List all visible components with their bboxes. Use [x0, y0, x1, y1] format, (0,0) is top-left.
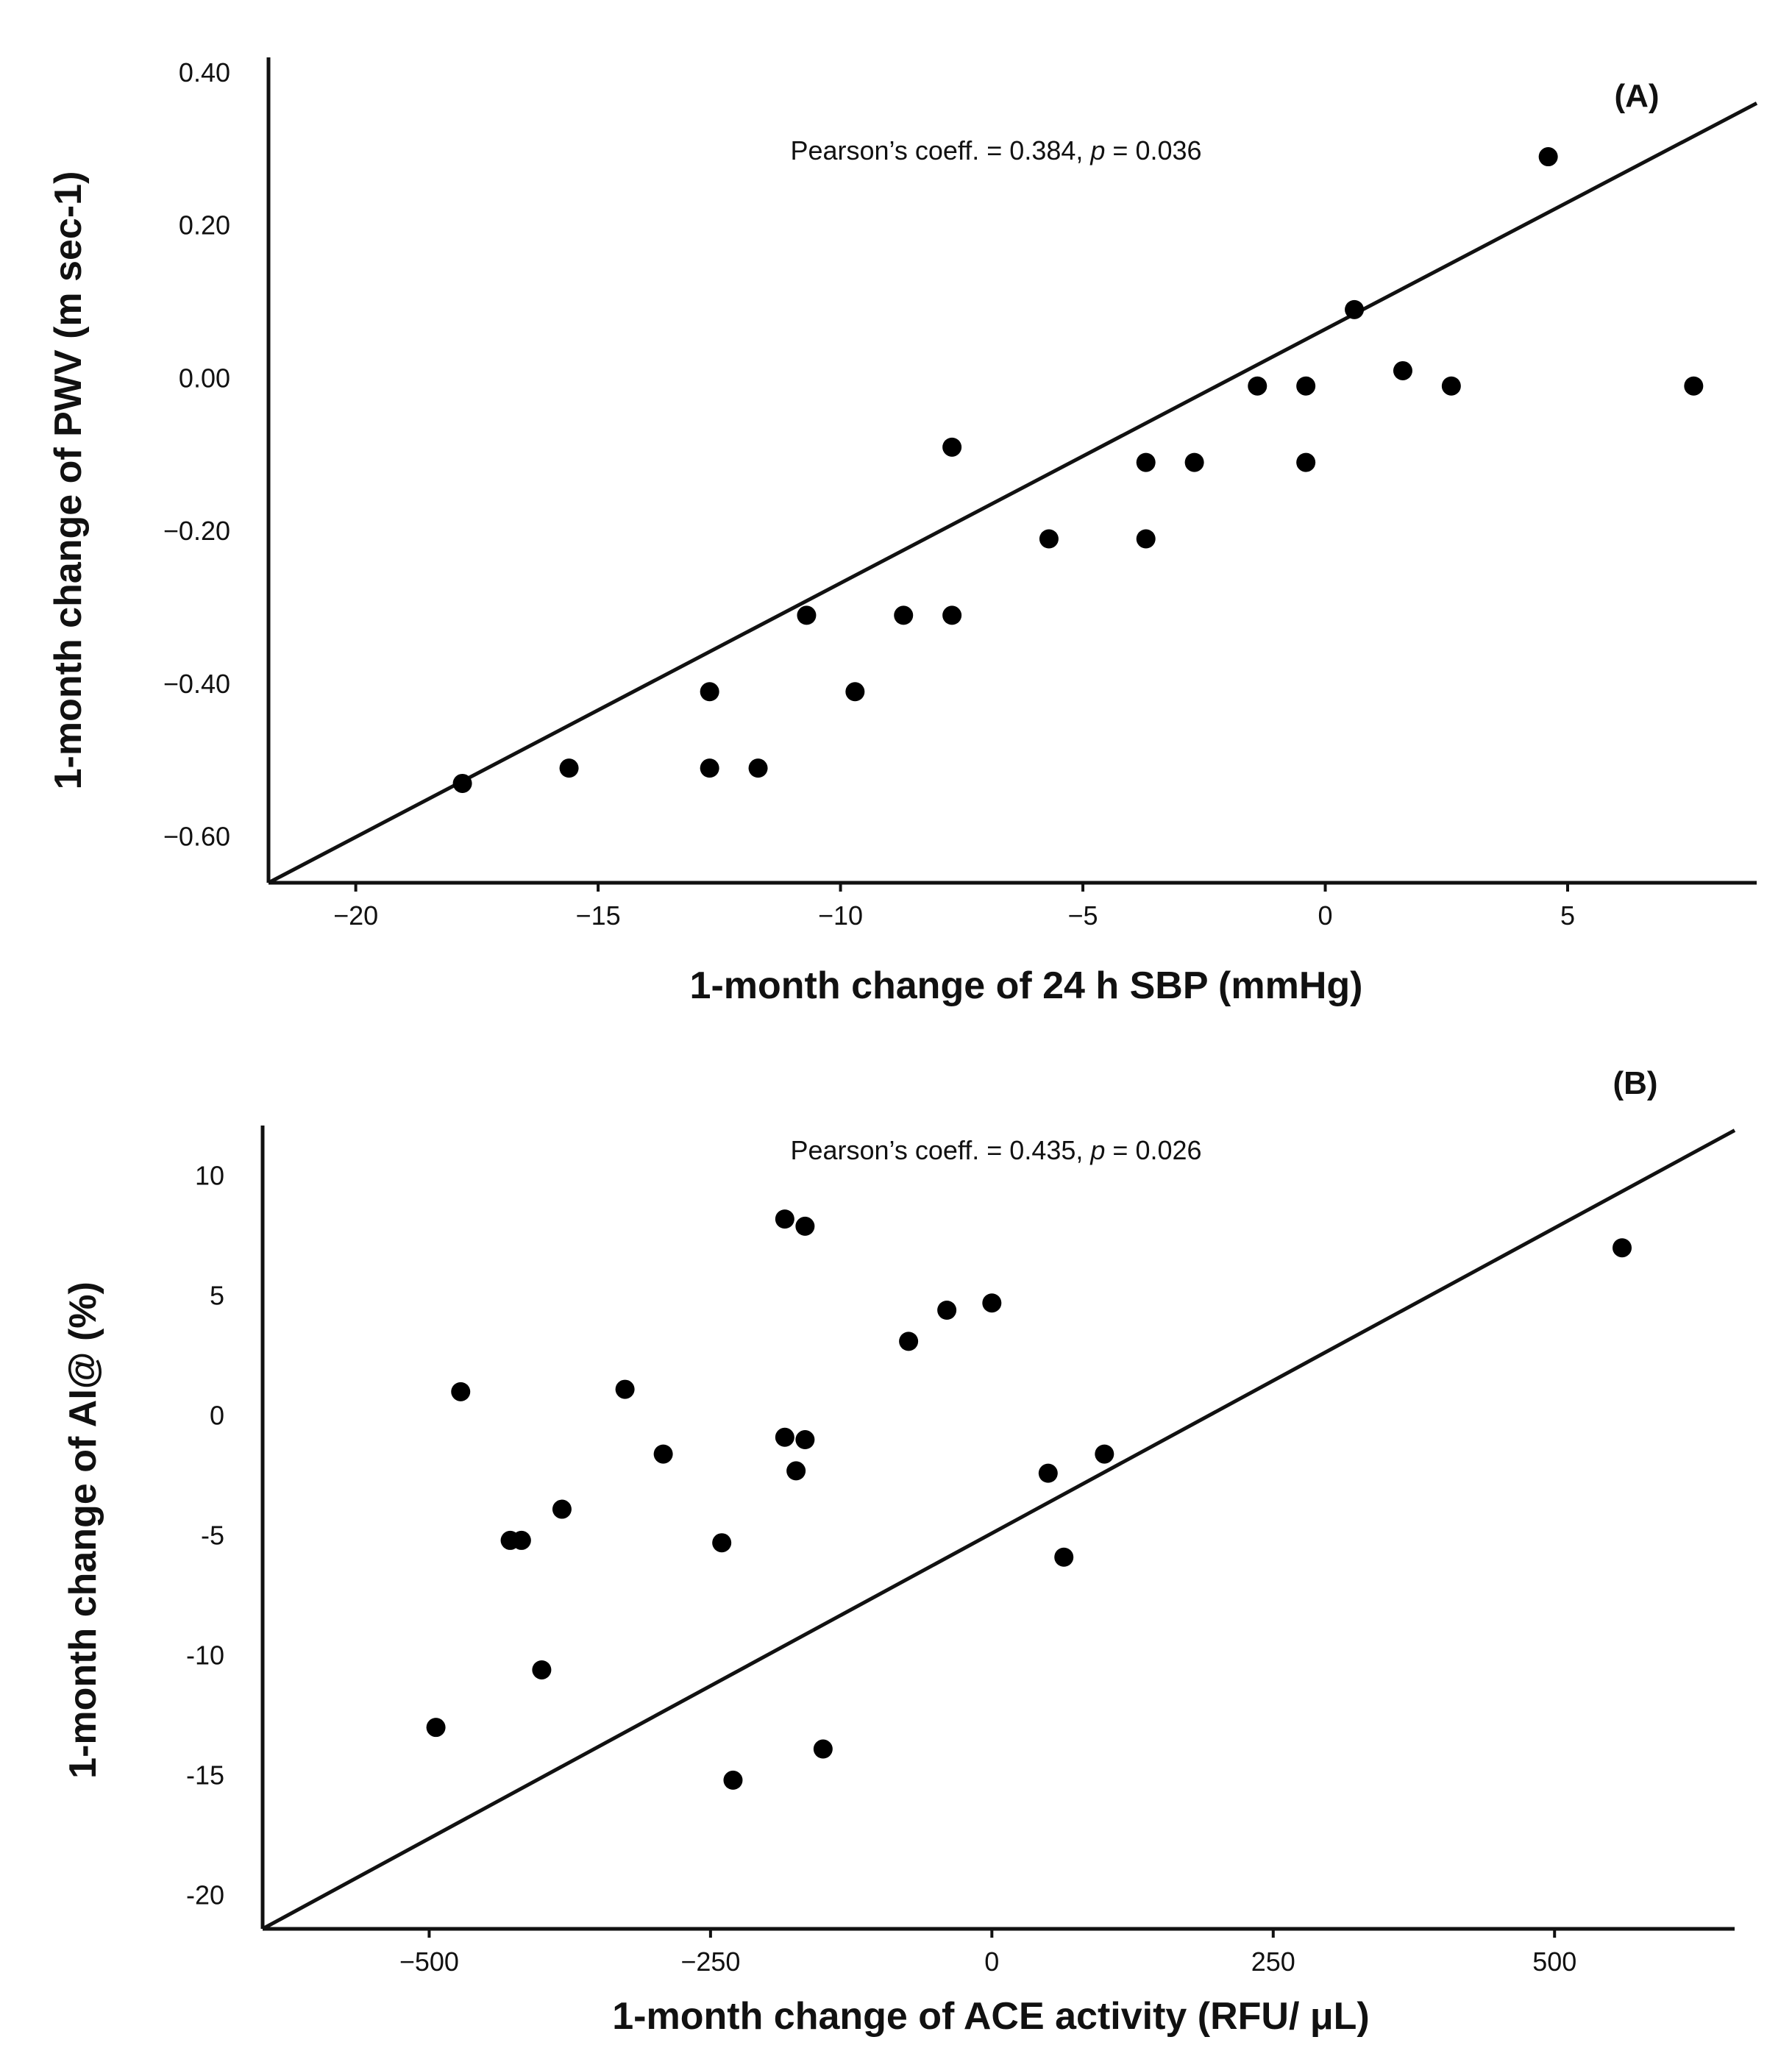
y-tick-label: 10	[195, 1160, 224, 1190]
data-point	[712, 1533, 732, 1553]
x-tick-label: 500	[1532, 1947, 1576, 1977]
y-tick-label: 0.20	[179, 210, 230, 241]
data-point	[1393, 360, 1412, 380]
data-point	[1038, 1463, 1058, 1483]
data-point	[937, 1300, 957, 1320]
y-tick-label: -15	[186, 1760, 224, 1790]
y-tick-label: -10	[186, 1640, 224, 1670]
y-tick-label: −0.20	[163, 516, 230, 546]
data-point	[775, 1427, 794, 1447]
panel-a-label: (A)	[1614, 78, 1659, 114]
y-tick-label: 0.40	[179, 57, 230, 88]
x-tick-label: −10	[818, 900, 863, 931]
data-point	[942, 437, 962, 457]
data-point	[1039, 529, 1059, 549]
data-point	[700, 758, 719, 778]
data-point	[559, 758, 579, 778]
panel-a-y-ticks: 0.40 0.20 0.00 −0.20 −0.40 −0.60	[163, 57, 230, 852]
x-tick-label: 250	[1251, 1947, 1295, 1977]
data-point	[1136, 452, 1156, 472]
data-point	[532, 1660, 552, 1679]
panel-b-chart: (B) Pearson’s coeff. = 0.435, p = 0.026 …	[62, 1065, 1736, 2038]
data-point	[1538, 147, 1558, 167]
x-tick-label: −15	[576, 900, 621, 931]
panel-b-y-ticks: 10 5 0 -5 -10 -15 -20	[186, 1160, 224, 1910]
y-tick-label: 0	[210, 1400, 224, 1430]
y-tick-label: −0.40	[163, 669, 230, 699]
x-tick-label: −250	[680, 1947, 740, 1977]
data-point	[748, 758, 768, 778]
x-tick-label: 0	[1318, 900, 1333, 931]
panel-b-label: (B)	[1613, 1065, 1657, 1101]
data-point	[1054, 1547, 1074, 1567]
data-point	[775, 1209, 794, 1229]
data-point	[795, 1430, 815, 1450]
regression-line	[267, 102, 1758, 885]
data-point	[653, 1444, 673, 1464]
panel-a-correlation-annotation: Pearson’s coeff. = 0.384, p = 0.036	[790, 135, 1201, 166]
panel-b-regression-line	[261, 1128, 1736, 1931]
data-point	[1136, 529, 1156, 549]
data-point	[845, 682, 865, 702]
panel-b-correlation-annotation: Pearson’s coeff. = 0.435, p = 0.026	[790, 1135, 1201, 1165]
data-point	[426, 1718, 446, 1738]
panel-b-x-ticks: −500 −250 0 250 500	[399, 1929, 1576, 1977]
data-point	[894, 605, 914, 625]
data-point	[552, 1499, 572, 1519]
x-tick-label: 5	[1560, 900, 1575, 931]
panel-a-chart: (A) Pearson’s coeff. = 0.384, p = 0.036 …	[47, 57, 1758, 1007]
data-point	[1441, 376, 1461, 396]
regression-line	[261, 1128, 1736, 1931]
panel-a-regression-line	[267, 102, 1758, 885]
data-point	[511, 1530, 531, 1550]
data-point	[786, 1461, 806, 1481]
panel-b-x-axis-title: 1-month change of ACE activity (RFU/ μL)	[612, 1995, 1370, 2038]
data-point	[700, 682, 719, 702]
data-point	[1613, 1238, 1632, 1258]
data-point	[1248, 376, 1267, 396]
data-point	[723, 1770, 743, 1790]
panel-a-data-points	[452, 147, 1704, 793]
data-point	[1095, 1444, 1114, 1464]
y-tick-label: -20	[186, 1880, 224, 1910]
data-point	[1684, 376, 1704, 396]
y-tick-label: 0.00	[179, 363, 230, 393]
panel-a-y-axis-title: 1-month change of PWV (m sec-1)	[47, 171, 90, 790]
data-point	[797, 605, 817, 625]
data-point	[813, 1739, 833, 1759]
data-point	[795, 1216, 815, 1236]
data-point	[1345, 299, 1365, 319]
x-tick-label: −500	[399, 1947, 459, 1977]
y-tick-label: −0.60	[163, 822, 230, 852]
data-point	[1296, 376, 1316, 396]
data-point	[1296, 452, 1316, 472]
x-tick-label: −20	[333, 900, 378, 931]
data-point	[942, 605, 962, 625]
data-point	[982, 1293, 1002, 1313]
data-point	[452, 773, 472, 793]
x-tick-label: 0	[984, 1947, 999, 1977]
panel-b-y-axis-title: 1-month change of AI@ (%)	[62, 1281, 104, 1779]
y-tick-label: 5	[210, 1280, 224, 1310]
panel-a-x-ticks: −20 −15 −10 −5 0 5	[333, 883, 1575, 931]
data-point	[1184, 452, 1204, 472]
data-point	[899, 1332, 919, 1351]
y-tick-label: -5	[201, 1520, 224, 1550]
panel-a-x-axis-title: 1-month change of 24 h SBP (mmHg)	[690, 964, 1363, 1007]
panel-b-data-points	[426, 1209, 1632, 1790]
x-tick-label: −5	[1068, 900, 1098, 931]
data-point	[451, 1382, 471, 1401]
data-point	[615, 1379, 635, 1399]
